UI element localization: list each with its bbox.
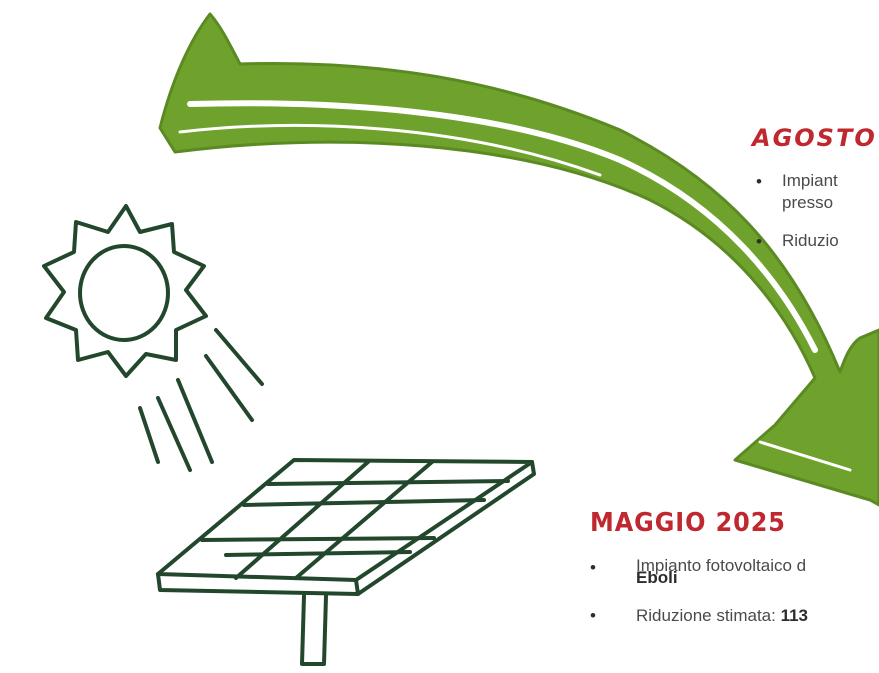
agosto-item-1-line1: Impiant: [782, 171, 838, 190]
maggio-item-1-strong: Eboli: [636, 568, 678, 587]
agosto-list: • Impiant presso • Riduzio: [756, 172, 877, 252]
solar-panel-icon: [156, 458, 536, 666]
bullet-icon: •: [590, 606, 596, 625]
bullet-icon: •: [756, 172, 762, 191]
list-item: • Impiant presso: [756, 172, 877, 232]
bullet-icon: •: [756, 232, 762, 251]
list-item: • Riduzio: [756, 231, 877, 252]
maggio-list: • Impianto fotovoltaico d Eboli • Riduzi…: [590, 556, 808, 626]
agosto-item-2-line1: Riduzio: [782, 231, 839, 250]
list-item: • Impianto fotovoltaico d Eboli: [590, 556, 808, 606]
sun-icon: [42, 204, 264, 472]
maggio-heading: MAGGIO 2025: [590, 508, 786, 538]
maggio-item-2-strong: 113: [780, 606, 809, 625]
bullet-icon: •: [590, 558, 596, 577]
list-item: • Riduzione stimata: 113: [590, 606, 808, 626]
curved-arrow-icon: [158, 12, 879, 507]
maggio-section: MAGGIO 2025 • Impianto fotovoltaico d Eb…: [590, 508, 808, 626]
agosto-heading: AGOSTO: [752, 124, 877, 152]
maggio-item-2-text: Riduzione stimata:: [636, 606, 781, 625]
agosto-section: AGOSTO • Impiant presso • Riduzio: [752, 124, 877, 252]
agosto-item-1-line2: presso: [782, 193, 834, 212]
maggio-item-1-text: Impianto fotovoltaico d: [636, 556, 807, 575]
